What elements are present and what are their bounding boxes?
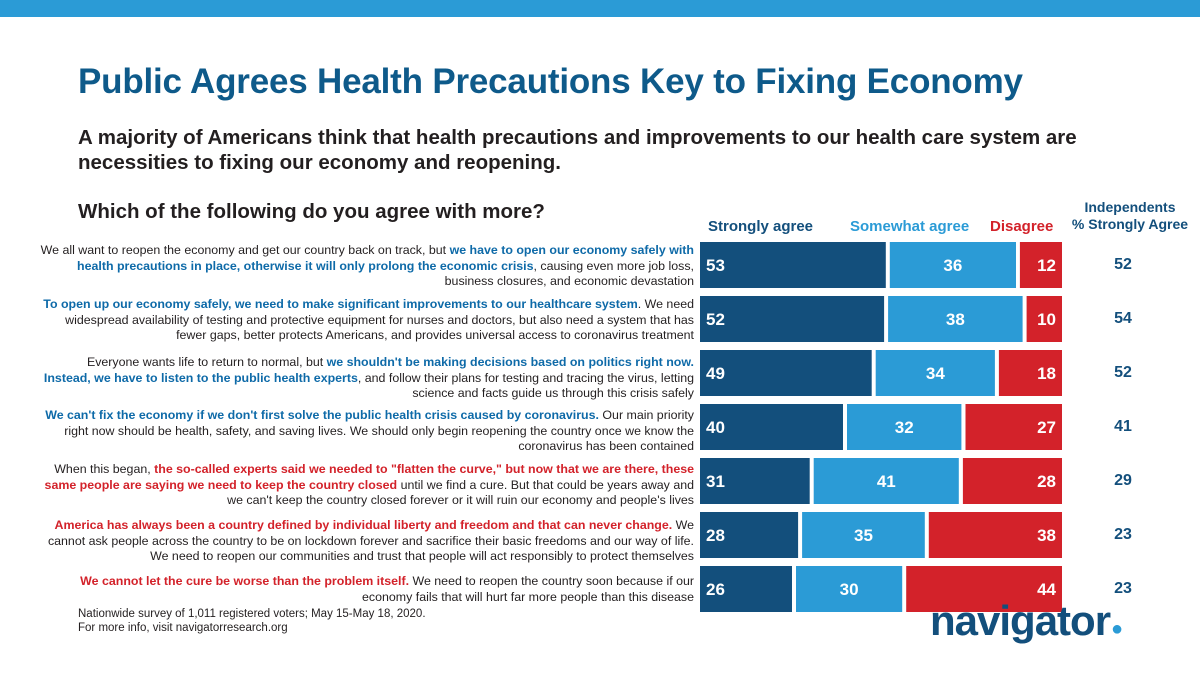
navigator-logo: navigator● xyxy=(930,597,1123,644)
bar-label-somewhat-agree-row-7: 30 xyxy=(840,580,859,599)
bar-disagree-row-4 xyxy=(965,404,1062,450)
independents-value-row-2: 54 xyxy=(1114,310,1132,327)
independents-value-row-5: 29 xyxy=(1114,472,1132,489)
bar-strongly-agree-row-7 xyxy=(700,566,792,612)
statement-5-part-1: When this began, xyxy=(54,462,155,476)
statement-4-part-2: Our main priority right now should be he… xyxy=(64,408,694,453)
legend-disagree: Disagree xyxy=(990,218,1054,235)
bar-label-strongly-agree-row-3: 49 xyxy=(706,364,725,383)
bar-label-somewhat-agree-row-4: 32 xyxy=(895,418,914,437)
bar-label-disagree-row-1: 12 xyxy=(1037,256,1056,275)
question-heading: Which of the following do you agree with… xyxy=(78,200,545,223)
statement-5-part-3: until we find a cure. But that could be … xyxy=(227,477,694,508)
bar-label-strongly-agree-row-4: 40 xyxy=(706,418,725,437)
bar-somewhat-agree-row-1 xyxy=(889,242,1016,288)
bar-disagree-row-2 xyxy=(1026,296,1062,342)
logo-text: navigator xyxy=(930,597,1111,644)
statement-4-part-1: We can't fix the economy if we don't fir… xyxy=(45,408,599,422)
independents-header: Independents % Strongly Agree xyxy=(1070,199,1190,233)
bar-somewhat-agree-row-5 xyxy=(813,458,959,504)
legend-somewhat-agree: Somewhat agree xyxy=(850,218,970,235)
independents-header-line2: % Strongly Agree xyxy=(1071,216,1189,232)
bar-label-somewhat-agree-row-2: 38 xyxy=(946,310,965,329)
statement-6-part-2: We cannot ask people across the country … xyxy=(47,518,694,563)
statement-3-part-3: , and follow their plans for testing and… xyxy=(357,370,694,401)
bar-label-strongly-agree-row-7: 26 xyxy=(706,580,725,599)
statement-5: When this began, the so-called experts s… xyxy=(40,462,694,509)
statement-7-part-2: We need to reopen the country soon becau… xyxy=(362,574,694,604)
statement-3: Everyone wants life to return to normal,… xyxy=(40,355,694,402)
legend-strongly-agree: Strongly agree xyxy=(708,218,814,235)
statement-1-part-3: , causing even more job loss, business c… xyxy=(444,258,694,289)
statement-3-part-1: Everyone wants life to return to normal,… xyxy=(86,355,327,369)
bar-label-somewhat-agree-row-6: 35 xyxy=(854,526,873,545)
bar-strongly-agree-row-4 xyxy=(700,404,843,450)
statement-5-part-2: the so-called experts said we needed to … xyxy=(44,462,694,492)
statement-6: America has always been a country define… xyxy=(40,518,694,565)
bar-label-somewhat-agree-row-1: 36 xyxy=(943,256,962,275)
statement-1-part-2: we have to open our economy safely with … xyxy=(77,243,694,273)
bar-label-somewhat-agree-row-5: 41 xyxy=(877,472,896,491)
bar-label-disagree-row-2: 10 xyxy=(1037,310,1056,329)
bar-disagree-row-5 xyxy=(962,458,1062,504)
statement-1: We all want to reopen the economy and ge… xyxy=(40,243,694,290)
bar-label-somewhat-agree-row-3: 34 xyxy=(926,364,945,383)
bar-label-strongly-agree-row-5: 31 xyxy=(706,472,725,491)
independents-value-row-7: 23 xyxy=(1114,580,1132,597)
bar-label-disagree-row-3: 18 xyxy=(1037,364,1056,383)
bar-label-disagree-row-4: 27 xyxy=(1037,418,1056,437)
bar-disagree-row-3 xyxy=(998,350,1062,396)
statement-2-part-1: To open up our economy safely, we need t… xyxy=(43,297,638,311)
logo-dot-icon: ● xyxy=(1111,618,1123,640)
bar-strongly-agree-row-5 xyxy=(700,458,810,504)
bar-strongly-agree-row-2 xyxy=(700,296,885,342)
bar-somewhat-agree-row-4 xyxy=(847,404,962,450)
statement-6-part-1: America has always been a country define… xyxy=(54,518,673,532)
bar-label-disagree-row-5: 28 xyxy=(1037,472,1056,491)
independents-value-row-1: 52 xyxy=(1114,256,1132,273)
subtitle: A majority of Americans think that healt… xyxy=(78,126,1077,174)
bar-label-strongly-agree-row-6: 28 xyxy=(706,526,725,545)
top-accent-bar xyxy=(0,0,1200,17)
statement-4: We can't fix the economy if we don't fir… xyxy=(40,408,694,455)
bar-somewhat-agree-row-3 xyxy=(875,350,995,396)
statement-7: We cannot let the cure be worse than the… xyxy=(40,574,694,605)
statement-3-part-2: we shouldn't be making decisions based o… xyxy=(43,355,694,385)
bar-somewhat-agree-row-6 xyxy=(802,512,925,558)
footnote-more-info: For more info, visit navigatorresearch.o… xyxy=(78,622,288,634)
bar-disagree-row-6 xyxy=(928,512,1062,558)
independents-header-line1: Independents xyxy=(1084,199,1176,215)
bar-label-strongly-agree-row-1: 53 xyxy=(706,256,725,275)
bar-label-disagree-row-6: 38 xyxy=(1037,526,1056,545)
bar-somewhat-agree-row-2 xyxy=(888,296,1023,342)
statement-2: To open up our economy safely, we need t… xyxy=(40,297,694,344)
bar-strongly-agree-row-6 xyxy=(700,512,799,558)
statement-7-part-1: We cannot let the cure be worse than the… xyxy=(80,574,410,588)
page-title: Public Agrees Health Precautions Key to … xyxy=(78,62,1023,101)
bar-strongly-agree-row-1 xyxy=(700,242,886,288)
bar-label-strongly-agree-row-2: 52 xyxy=(706,310,725,329)
statement-2-part-2: . We need widespread availability of tes… xyxy=(65,297,694,342)
bar-disagree-row-1 xyxy=(1019,242,1062,288)
independents-value-row-3: 52 xyxy=(1114,364,1132,381)
footnote-survey: Nationwide survey of 1,011 registered vo… xyxy=(78,608,426,620)
independents-value-row-4: 41 xyxy=(1114,418,1132,435)
bar-somewhat-agree-row-7 xyxy=(796,566,903,612)
bar-strongly-agree-row-3 xyxy=(700,350,872,396)
statement-1-part-1: We all want to reopen the economy and ge… xyxy=(40,243,450,257)
independents-value-row-6: 23 xyxy=(1114,526,1132,543)
